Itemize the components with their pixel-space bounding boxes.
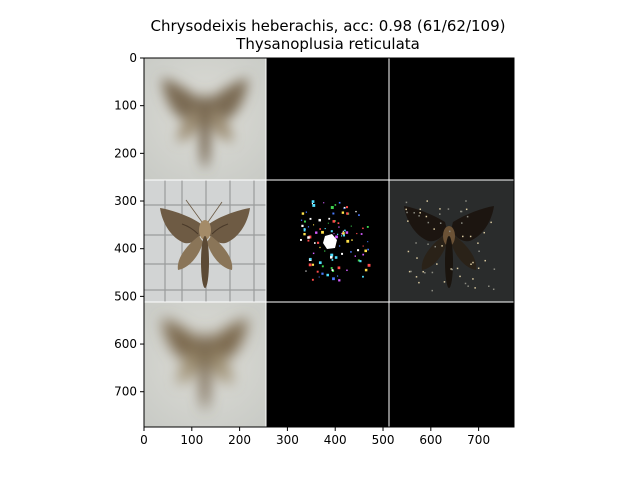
title-line-1: Chrysodeixis heberachis, acc: 0.98 (61/6… [151,17,506,35]
panel-masked-moth [389,180,514,302]
panel-blurred-moth-top [144,58,266,180]
panel-black-bottom-middle [266,302,389,427]
y-axis: 0 100 200 300 400 500 600 700 [114,51,144,399]
x-tick-label: 200 [228,433,251,447]
x-tick-label: 0 [140,433,148,447]
panel-black-bottom-right [389,302,514,427]
x-tick-label: 100 [180,433,203,447]
x-tick-label: 700 [467,433,490,447]
panel-black-top-middle [266,58,389,180]
y-tick-label: 300 [114,194,137,208]
y-tick-label: 0 [129,51,137,65]
panel-blurred-moth-bottom [144,302,266,427]
x-tick-label: 400 [324,433,347,447]
y-tick-label: 600 [114,337,137,351]
y-tick-label: 500 [114,289,137,303]
x-tick-label: 300 [276,433,299,447]
y-tick-label: 400 [114,242,137,256]
panel-black-top-right [389,58,514,180]
title-line-2: Thysanoplusia reticulata [235,35,420,53]
x-tick-label: 500 [372,433,395,447]
x-axis: 0 100 200 300 400 500 600 700 [140,427,490,447]
y-tick-label: 100 [114,99,137,113]
image-grid [144,58,514,427]
y-tick-label: 700 [114,385,137,399]
x-tick-label: 600 [419,433,442,447]
axes-frame [143,57,515,428]
panel-moth-photo [144,180,266,302]
y-tick-label: 200 [114,146,137,160]
panel-separators [144,58,514,427]
panel-saliency [266,180,389,302]
